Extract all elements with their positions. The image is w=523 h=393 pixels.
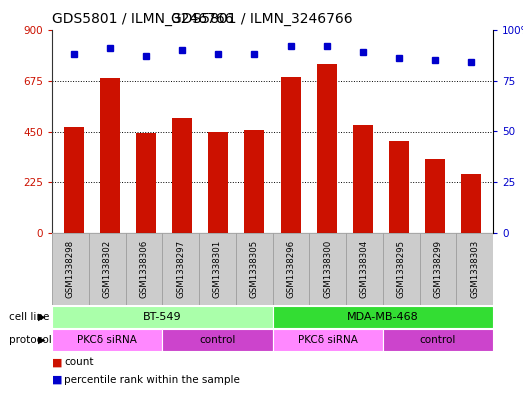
Text: GSM1338296: GSM1338296 [287, 240, 295, 298]
Text: MDA-MB-468: MDA-MB-468 [347, 312, 418, 322]
Bar [456, 233, 493, 305]
Bar [52, 306, 272, 328]
Bar [89, 233, 126, 305]
Bar [346, 233, 383, 305]
Text: GSM1338305: GSM1338305 [249, 240, 259, 298]
Bar [272, 306, 493, 328]
Bar [419, 233, 456, 305]
Text: GSM1338301: GSM1338301 [213, 240, 222, 298]
Text: GSM1338297: GSM1338297 [176, 240, 185, 298]
Bar [389, 141, 409, 233]
Bar [126, 233, 162, 305]
Text: GSM1338304: GSM1338304 [360, 240, 369, 298]
Text: control: control [199, 335, 235, 345]
Text: ■: ■ [52, 357, 63, 367]
Text: GSM1338295: GSM1338295 [396, 240, 406, 298]
Bar [52, 329, 162, 351]
Bar [236, 233, 272, 305]
Bar [172, 118, 192, 233]
Bar [353, 125, 373, 233]
Bar [244, 130, 264, 233]
Text: control: control [419, 335, 456, 345]
Bar [383, 233, 419, 305]
Bar [461, 174, 481, 233]
Text: PKCδ siRNA: PKCδ siRNA [77, 335, 137, 345]
Bar [317, 64, 337, 233]
Bar [272, 233, 309, 305]
Bar [136, 132, 156, 233]
Bar [100, 79, 120, 233]
Text: GSM1338303: GSM1338303 [470, 240, 479, 298]
Text: GSM1338300: GSM1338300 [323, 240, 332, 298]
Text: GSM1338298: GSM1338298 [66, 240, 75, 298]
Bar [64, 127, 84, 233]
Bar [425, 158, 445, 233]
Text: ▶: ▶ [38, 312, 46, 322]
Bar [162, 233, 199, 305]
Text: ■: ■ [52, 375, 63, 385]
Text: protocol: protocol [9, 335, 52, 345]
Text: GDS5801 / ILMN_3246766: GDS5801 / ILMN_3246766 [52, 12, 234, 26]
Text: cell line: cell line [9, 312, 50, 322]
Text: PKCδ siRNA: PKCδ siRNA [298, 335, 358, 345]
Text: count: count [64, 357, 94, 367]
Text: GSM1338299: GSM1338299 [434, 240, 442, 298]
Text: GSM1338306: GSM1338306 [139, 240, 149, 298]
Text: GSM1338302: GSM1338302 [103, 240, 111, 298]
Bar [199, 233, 236, 305]
Bar [208, 132, 228, 233]
Bar [162, 329, 272, 351]
Bar [383, 329, 493, 351]
Text: percentile rank within the sample: percentile rank within the sample [64, 375, 240, 385]
Bar [281, 77, 301, 233]
Text: GDS5801 / ILMN_3246766: GDS5801 / ILMN_3246766 [170, 12, 353, 26]
Bar [52, 233, 89, 305]
Text: ▶: ▶ [38, 335, 46, 345]
Text: BT-549: BT-549 [143, 312, 181, 322]
Bar [272, 329, 383, 351]
Bar [309, 233, 346, 305]
